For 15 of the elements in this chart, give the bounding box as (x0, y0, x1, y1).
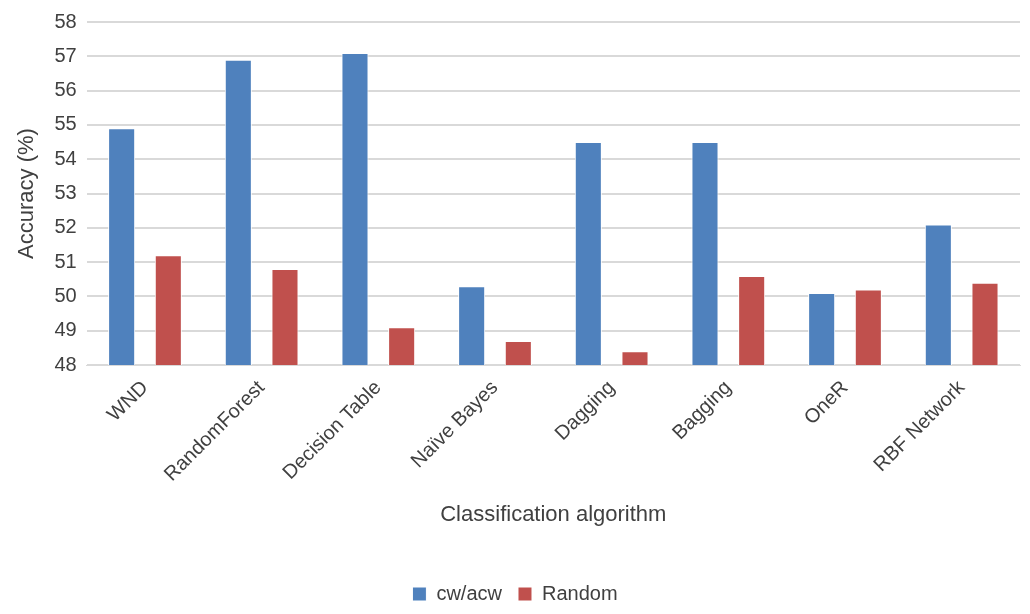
y-tick-label: 48 (54, 352, 77, 375)
y-tick-label: 58 (54, 9, 77, 32)
y-tick-label: 57 (54, 43, 77, 66)
legend-label: cw/acw (436, 581, 503, 604)
y-tick-label: 55 (54, 112, 77, 135)
y-tick-label: 50 (54, 283, 77, 306)
y-tick-label: 54 (54, 146, 77, 169)
y-tick-label: 53 (54, 181, 77, 204)
y-axis-title: Accuracy (%) (13, 128, 39, 259)
y-tick-label: 52 (54, 215, 77, 238)
legend-label: Random (541, 581, 618, 604)
x-axis-title: Classification algorithm (440, 500, 667, 526)
y-tick-label: 49 (54, 318, 77, 341)
y-tick-label: 51 (54, 249, 77, 272)
y-tick-label: 56 (54, 78, 77, 101)
